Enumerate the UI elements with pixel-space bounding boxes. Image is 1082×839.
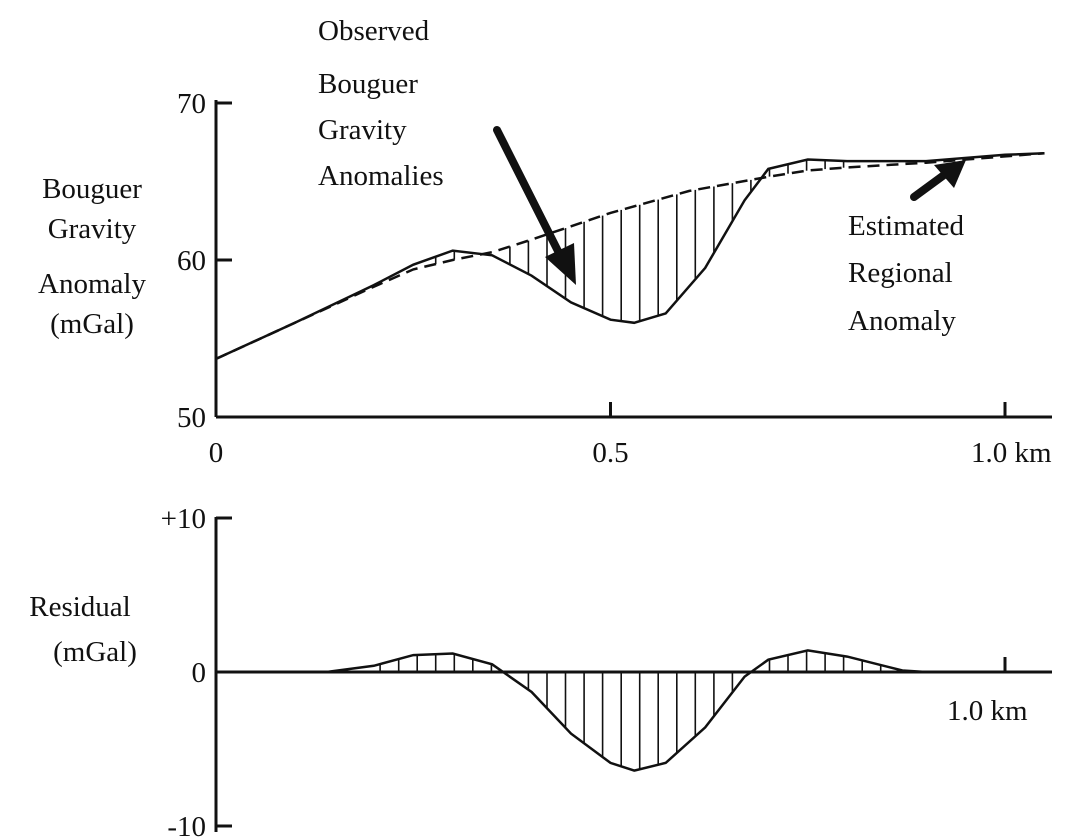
y-tick-label: 70 — [177, 88, 206, 120]
observed-label-line: Observed — [318, 15, 430, 47]
regional-annotation: Estimated Regional Anomaly — [848, 210, 964, 337]
y-tick-label: -10 — [167, 811, 206, 839]
estimated-regional-line — [215, 151, 1045, 361]
ylabel-line: Anomaly — [38, 268, 146, 300]
x-tick-label: 0 — [209, 437, 224, 469]
bouguer-anomaly-chart: 70 60 50 0 0.5 1.0 km Bouguer Gravity Anomal… — [38, 15, 1052, 469]
residual-line — [216, 649, 1045, 772]
regional-label-line: Regional — [848, 257, 953, 289]
x-tick-label: 1.0 km — [971, 437, 1052, 469]
bottom-y-axis-title: Residual (mGal) — [29, 591, 137, 668]
regional-arrow — [910, 160, 966, 201]
y-tick-label: 0 — [192, 657, 207, 689]
observed-arrow — [493, 126, 576, 285]
x-tick-label: 0.5 — [592, 437, 628, 469]
y-tick-label: 50 — [177, 402, 206, 434]
observed-annotation: Observed Bouguer Gravity Anomalies — [318, 15, 444, 192]
regional-label-line: Estimated — [848, 210, 964, 242]
residual-hatch-top — [434, 159, 845, 322]
top-x-ticks: 0 0.5 1.0 km — [209, 402, 1052, 469]
bottom-y-ticks: +10 0 -10 — [161, 503, 232, 839]
regional-label-line: Anomaly — [848, 305, 956, 337]
residual-chart: +10 0 -10 1.0 km Residual (mGal) — [29, 503, 1052, 839]
bottom-x-ticks: 1.0 km — [947, 657, 1028, 727]
ylabel-line: Gravity — [48, 213, 137, 245]
ylabel-line: (mGal) — [53, 636, 137, 668]
y-tick-label: +10 — [161, 503, 206, 535]
observed-label-line: Anomalies — [318, 160, 444, 192]
top-y-axis-title: Bouguer Gravity Anomaly (mGal) — [38, 173, 146, 340]
observed-label-line: Bouguer — [318, 68, 418, 100]
y-tick-label: 60 — [177, 245, 206, 277]
observed-bouguer-line — [215, 151, 1045, 361]
x-tick-label: 1.0 km — [947, 695, 1028, 727]
residual-hatch-bottom — [379, 650, 882, 770]
ylabel-line: (mGal) — [50, 308, 134, 340]
ylabel-line: Residual — [29, 591, 131, 623]
observed-label-line: Gravity — [318, 114, 407, 146]
ylabel-line: Bouguer — [42, 173, 142, 205]
top-y-ticks: 70 60 50 — [177, 88, 232, 434]
